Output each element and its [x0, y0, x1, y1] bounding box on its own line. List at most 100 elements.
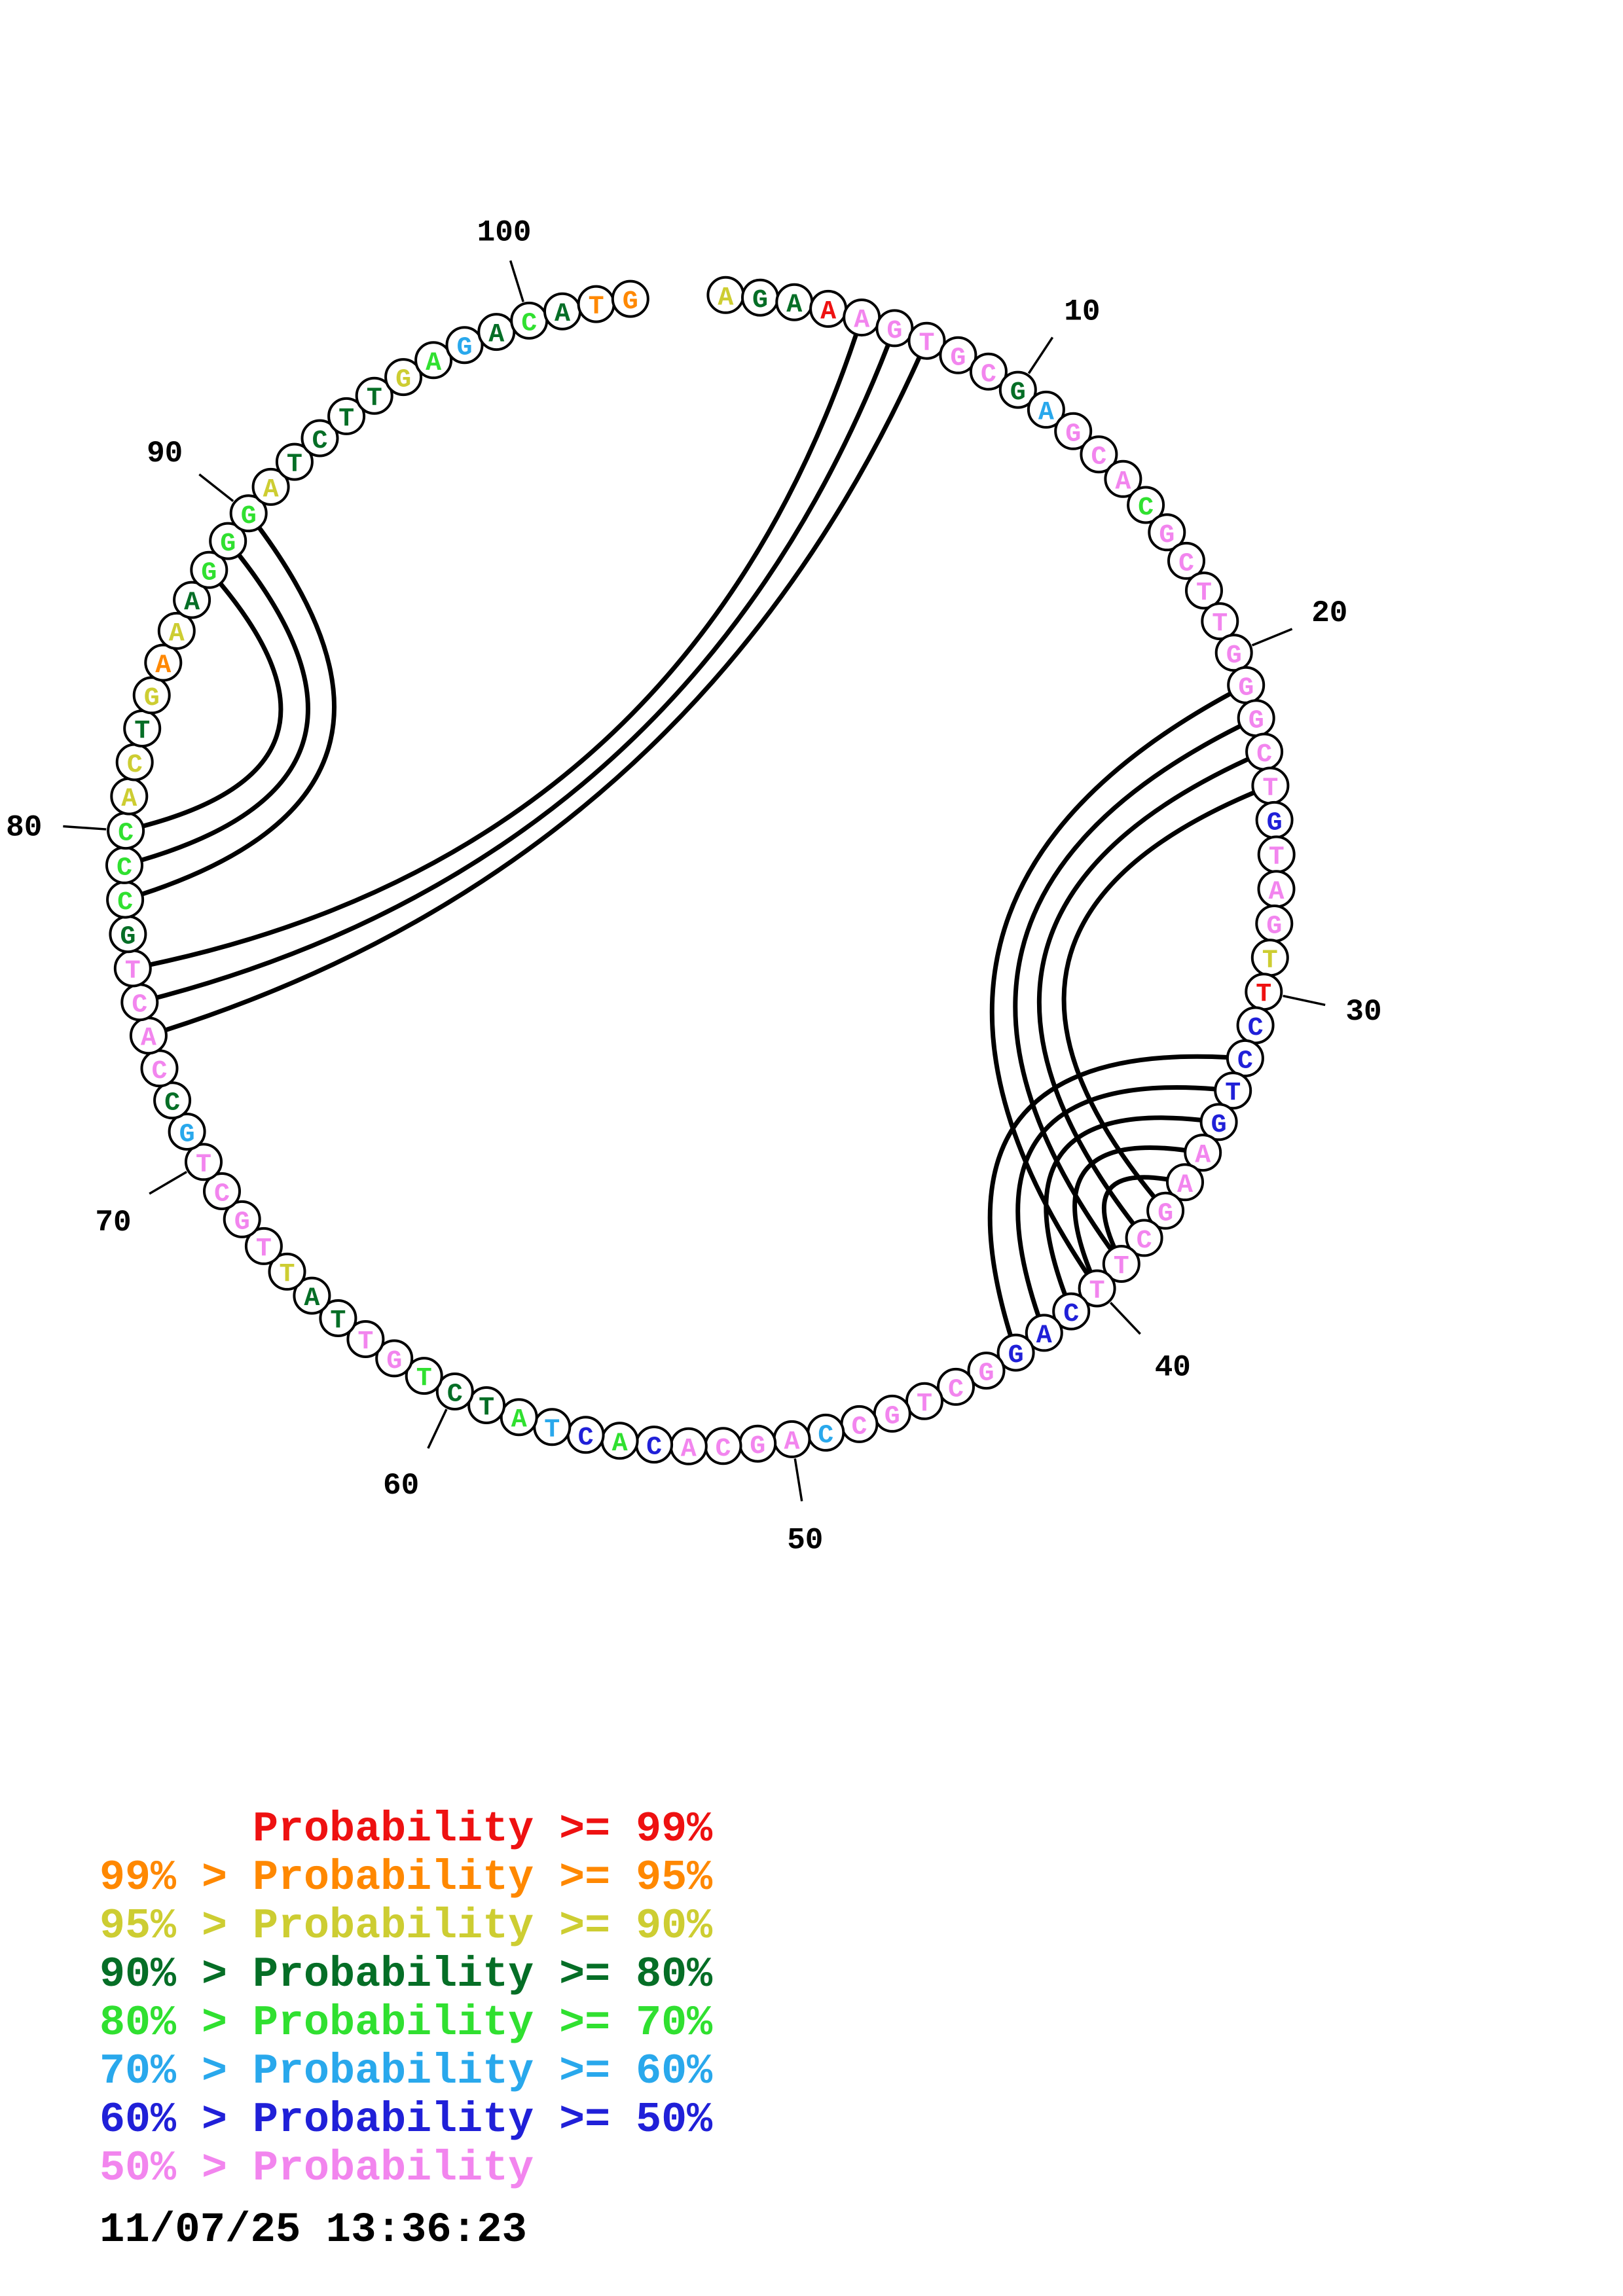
- nucleotide-letter: T: [279, 1260, 295, 1289]
- nucleotide-letter: A: [1038, 398, 1054, 427]
- nucleotide-letter: G: [884, 1402, 900, 1431]
- nucleotide-letter: T: [1225, 1079, 1241, 1109]
- nucleotide-letter: A: [169, 619, 185, 649]
- nucleotide-letter: A: [1115, 467, 1131, 497]
- nucleotide-circle: [875, 309, 914, 348]
- position-ticks: 10 20 30 40 50 60 70 80 90 100: [6, 216, 1381, 1558]
- nucleotide-letter: G: [395, 366, 411, 395]
- nucleotide-23: C: [1245, 732, 1284, 771]
- nucleotide-circle: [1078, 1269, 1116, 1308]
- tick-leader-line: [1109, 1302, 1141, 1335]
- nucleotide-75: C: [120, 983, 159, 1022]
- nucleotide-circle: [1025, 1314, 1063, 1352]
- nucleotide-6: G: [875, 309, 914, 348]
- nucleotide-48: C: [840, 1405, 879, 1443]
- nucleotide-letter: G: [386, 1347, 402, 1376]
- nucleotide-33: T: [1214, 1071, 1252, 1110]
- nucleotide-letter: C: [646, 1433, 662, 1463]
- nucleotide-26: T: [1257, 835, 1296, 874]
- nucleotide-letter: C: [1256, 740, 1272, 770]
- nucleotide-letter: C: [117, 888, 133, 918]
- nucleotide-56: C: [566, 1416, 605, 1454]
- nucleotide-circle: [1166, 1163, 1204, 1202]
- nucleotide-letter: G: [752, 286, 768, 315]
- nucleotide-circle: [435, 1372, 474, 1410]
- nucleotide-34: G: [1199, 1103, 1238, 1141]
- nucleotide-circle: [153, 1081, 192, 1120]
- nucleotide-letter: C: [1063, 1300, 1079, 1329]
- nucleotide-letter: C: [1138, 493, 1154, 523]
- nucleotide-97: A: [414, 341, 453, 380]
- nucleotide-circle: [203, 1172, 241, 1210]
- nucleotide-letter: C: [1178, 549, 1194, 579]
- tick-leader-line: [509, 260, 524, 302]
- nucleotide-circle: [414, 341, 453, 380]
- nucleotide-letter: C: [151, 1057, 167, 1086]
- nucleotide-letter: C: [578, 1424, 594, 1453]
- nucleotide-circle: [937, 1367, 975, 1406]
- pair-arc-21-40: [989, 691, 1232, 1275]
- legend-row-4: 90% > Probability >= 80%: [100, 1950, 713, 1999]
- nucleotide-46: T: [905, 1382, 943, 1420]
- nucleotide-letter: T: [357, 1328, 373, 1357]
- nucleotide-86: A: [157, 611, 196, 650]
- nucleotide-letter: G: [234, 1208, 250, 1237]
- nucleotide-circle: [1102, 1245, 1140, 1283]
- nucleotide-circle: [185, 1143, 223, 1181]
- nucleotide-letter: C: [1137, 1227, 1152, 1256]
- nucleotide-letter: G: [1266, 912, 1282, 942]
- tick-leader-line: [793, 1458, 803, 1501]
- pair-arc-36-39: [1101, 1175, 1168, 1249]
- nucleotide-circle: [907, 321, 946, 360]
- tick-leader-line: [427, 1408, 448, 1449]
- nucleotide-letter: G: [750, 1432, 765, 1462]
- sequence-nodes: A G A A A G T GCGAGCACGCTTGGGCTGTAGTTCCTGAAGCTT…: [105, 276, 1296, 1465]
- nucleotide-31: C: [1236, 1006, 1275, 1045]
- pair-arc-79-89: [140, 553, 310, 863]
- nucleotide-letter: T: [330, 1307, 346, 1336]
- tick-label: 60: [383, 1469, 419, 1503]
- tick-leader-line: [149, 1170, 187, 1195]
- nucleotide-letter: C: [214, 1180, 230, 1210]
- nucleotide-circle: [1226, 1039, 1264, 1077]
- nucleotide-letter: G: [1008, 1341, 1024, 1371]
- nucleotide-letter: A: [612, 1429, 628, 1459]
- nucleotide-letter: G: [1267, 808, 1283, 838]
- nucleotide-letter: T: [479, 1394, 494, 1424]
- pair-arc-22-39: [1013, 724, 1242, 1251]
- nucleotide-circle: [157, 611, 196, 650]
- pair-arc-7-74: [164, 355, 922, 1033]
- nucleotide-letter: C: [1237, 1047, 1253, 1076]
- nucleotide-98: G: [445, 326, 484, 365]
- nucleotide-2: G: [741, 278, 779, 317]
- nucleotide-91: A: [251, 467, 290, 506]
- nucleotide-letter: A: [1268, 878, 1284, 907]
- tick-label: 10: [1064, 295, 1100, 329]
- nucleotide-21: G: [1227, 666, 1266, 704]
- nucleotide-93: C: [301, 419, 339, 457]
- nucleotide-circle: [996, 1333, 1035, 1372]
- nucleotide-84: G: [132, 676, 171, 715]
- nucleotide-letter: G: [220, 529, 236, 559]
- nucleotide-letter: G: [120, 923, 136, 952]
- tick-label: 30: [1345, 995, 1381, 1029]
- nucleotide-letter: A: [263, 475, 279, 505]
- nucleotide-58: A: [500, 1398, 538, 1437]
- nucleotide-70: T: [185, 1143, 223, 1181]
- timestamp: 11/07/25 13:36:23: [100, 2207, 527, 2254]
- position-tick-80: 80: [6, 810, 42, 844]
- nucleotide-letter: G: [1238, 673, 1254, 703]
- nucleotide-77: G: [109, 915, 147, 954]
- nucleotide-circle: [1080, 435, 1118, 474]
- nucleotide-letter: T: [1262, 946, 1278, 976]
- nucleotide-letter: T: [1256, 980, 1271, 1010]
- pair-arc-78-90: [141, 526, 337, 897]
- nucleotide-letter: T: [589, 293, 604, 322]
- nucleotide-letter: C: [521, 309, 537, 338]
- pair-arc-6-75: [156, 344, 890, 1000]
- nucleotide-36: A: [1166, 1163, 1204, 1202]
- nucleotide-letter: A: [121, 785, 137, 814]
- nucleotide-letter: A: [718, 283, 733, 313]
- nucleotide-28: G: [1255, 905, 1294, 942]
- nucleotide-60: C: [435, 1372, 474, 1410]
